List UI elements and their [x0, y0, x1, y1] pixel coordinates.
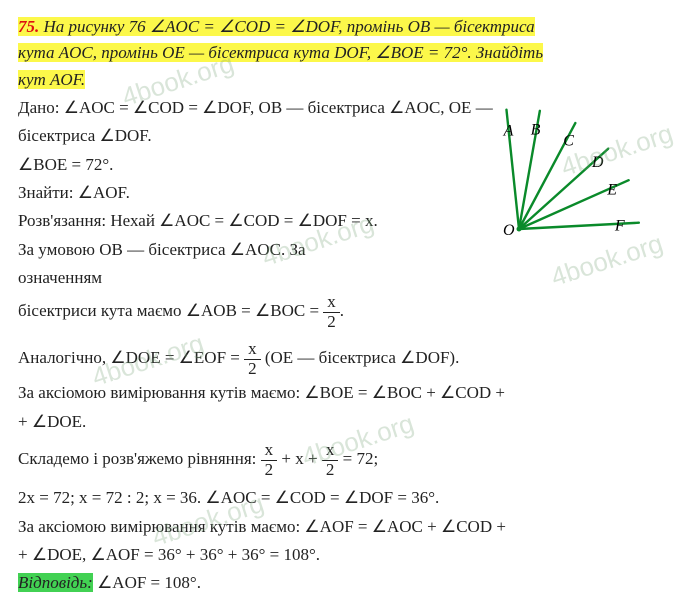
- frac-4: x 2: [322, 441, 339, 479]
- sol-9: 2x = 72; x = 72 : 2; x = 36. ∠AOC = ∠COD…: [18, 485, 677, 511]
- frac-3: x 2: [261, 441, 278, 479]
- sol-5b: (OE — бісектриса ∠DOF).: [265, 348, 459, 367]
- svg-text:D: D: [591, 154, 604, 171]
- svg-text:E: E: [606, 181, 617, 198]
- stmt-l2: кута AOC, промінь OE — бісектриса кута D…: [18, 43, 543, 62]
- sol-5a: Аналогічно, ∠DOE = ∠EOF =: [18, 348, 244, 367]
- frac-4-bot: 2: [322, 461, 339, 480]
- frac-4-top: x: [322, 441, 339, 461]
- stmt-l3: кут AOF.: [18, 70, 85, 89]
- svg-text:A: A: [503, 122, 514, 139]
- sol-10: За аксіомою вимірювання кутів маємо: ∠AO…: [18, 514, 677, 540]
- frac-2: x 2: [244, 340, 261, 378]
- frac-2-top: x: [244, 340, 261, 360]
- frac-1-top: x: [323, 293, 340, 313]
- sol-6: За аксіомою вимірювання кутів маємо: ∠BO…: [18, 380, 677, 406]
- sol-8a: Складемо і розв'яжемо рівняння:: [18, 449, 261, 468]
- sol-5: Аналогічно, ∠DOE = ∠EOF = x 2 (OE — бісе…: [18, 340, 677, 378]
- answer: Відповідь: ∠AOF = 108°.: [18, 570, 677, 596]
- problem-number: 75.: [18, 17, 39, 36]
- sol-8b: + x +: [281, 449, 321, 468]
- sol-4b: .: [340, 302, 344, 321]
- svg-text:O: O: [503, 222, 515, 239]
- frac-3-top: x: [261, 441, 278, 461]
- frac-1: x 2: [323, 293, 340, 331]
- frac-3-bot: 2: [261, 461, 278, 480]
- svg-text:F: F: [614, 217, 625, 234]
- sol-3: означенням: [18, 265, 677, 291]
- sol-4a: бісектриси кута маємо ∠AOB = ∠BOС =: [18, 302, 323, 321]
- stmt-l1: На рисунку 76 ∠AOC = ∠COD = ∠DOF, промін…: [44, 17, 535, 36]
- svg-text:C: C: [563, 133, 574, 150]
- sol-4: бісектриси кута маємо ∠AOB = ∠BOС = x 2 …: [18, 293, 677, 331]
- problem-statement: 75. На рисунку 76 ∠AOC = ∠COD = ∠DOF, пр…: [18, 14, 677, 93]
- frac-2-bot: 2: [244, 360, 261, 379]
- sol-7: + ∠DOE.: [18, 409, 677, 435]
- svg-text:B: B: [531, 121, 541, 138]
- sol-11: + ∠DOE, ∠AOF = 36° + 36° + 36° = 108°.: [18, 542, 677, 568]
- sol-8c: = 72;: [343, 449, 379, 468]
- angle-figure: AB CDE F O: [491, 99, 661, 254]
- frac-1-bot: 2: [323, 313, 340, 332]
- sol-8: Складемо і розв'яжемо рівняння: x 2 + x …: [18, 441, 677, 479]
